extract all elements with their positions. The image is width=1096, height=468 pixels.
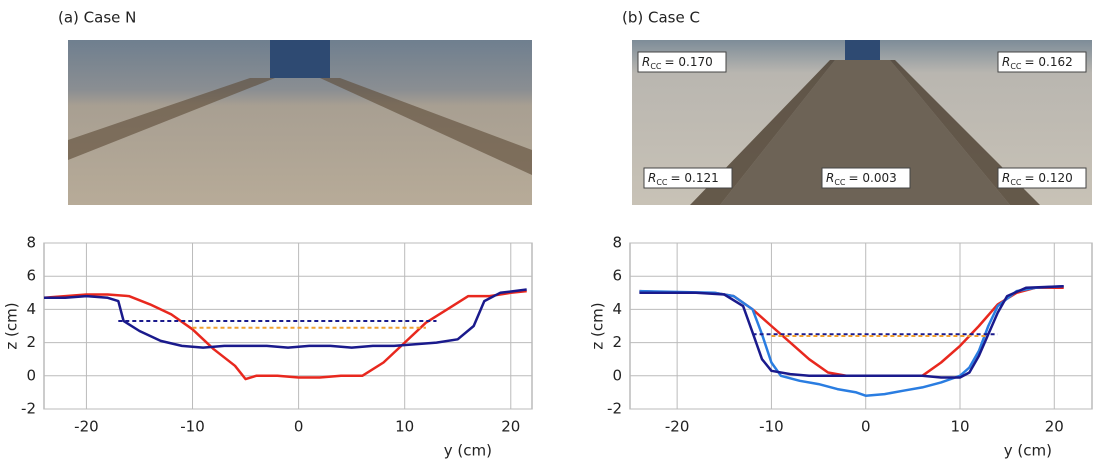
annotation-subscript: CC	[1010, 178, 1022, 187]
annotation-symbol: R	[642, 55, 650, 69]
x-tick-label: 0	[294, 418, 304, 436]
x-axis-label: y (cm)	[1004, 442, 1052, 460]
y-tick-label: 0	[612, 366, 622, 384]
x-axis-label: y (cm)	[444, 442, 492, 460]
x-tick-label: 0	[861, 418, 871, 436]
series-line	[639, 286, 1064, 378]
photo-a	[68, 40, 532, 205]
annotation-subscript: CC	[1010, 62, 1022, 71]
plot-area	[43, 242, 533, 410]
series-line	[43, 289, 527, 381]
series-line	[639, 284, 1064, 397]
plot-area	[629, 242, 1093, 410]
x-tick-label: 20	[1045, 418, 1064, 436]
annotation-value: = 0.121	[671, 171, 719, 185]
annotation-value: = 0.162	[1025, 55, 1073, 69]
photo-annotation: RCC = 0.120	[997, 167, 1087, 189]
annotation-symbol: R	[826, 171, 834, 185]
y-tick-label: 4	[26, 300, 36, 318]
x-tick-label: -10	[759, 418, 784, 436]
annotation-value: = 0.170	[665, 55, 713, 69]
annotation-text: RCC = 0.120	[1002, 171, 1073, 187]
annotation-subscript: CC	[834, 178, 846, 187]
annotation-text: RCC = 0.162	[1002, 55, 1073, 71]
y-tick-label: 2	[612, 333, 622, 351]
x-tick-label: 20	[501, 418, 520, 436]
y-tick-label: -2	[607, 400, 622, 418]
annotation-subscript: CC	[650, 62, 662, 71]
y-tick-label: 8	[26, 234, 36, 252]
annotation-symbol: R	[648, 171, 656, 185]
annotation-box	[643, 167, 733, 189]
annotation-box	[821, 167, 911, 189]
x-tick-label: 10	[950, 418, 969, 436]
y-tick-label: 4	[612, 300, 622, 318]
photo-annotation: RCC = 0.121	[643, 167, 733, 189]
panel-title: (b) Case C	[622, 9, 700, 27]
annotation-value: = 0.120	[1025, 171, 1073, 185]
y-tick-label: 2	[26, 333, 36, 351]
annotation-symbol: R	[1002, 171, 1010, 185]
photo-annotation: RCC = 0.003	[821, 167, 911, 189]
photo-annotation: RCC = 0.162	[997, 51, 1087, 73]
annotation-box	[997, 167, 1087, 189]
annotation-box	[637, 51, 727, 73]
annotation-symbol: R	[1002, 55, 1010, 69]
photo-annotation: RCC = 0.170	[637, 51, 727, 73]
annotation-text: RCC = 0.170	[642, 55, 713, 71]
x-tick-label: -10	[180, 418, 205, 436]
annotation-text: RCC = 0.121	[648, 171, 719, 187]
y-axis-label: z (cm)	[589, 302, 607, 349]
y-axis-label: z (cm)	[3, 302, 21, 349]
panel-title: (a) Case N	[58, 9, 136, 27]
series-line	[639, 284, 1064, 379]
y-tick-label: 6	[612, 267, 622, 285]
series-line	[44, 288, 527, 349]
annotation-box	[997, 51, 1087, 73]
y-tick-label: 8	[612, 234, 622, 252]
x-tick-label: -20	[665, 418, 690, 436]
y-tick-label: 6	[26, 267, 36, 285]
annotation-subscript: CC	[656, 178, 668, 187]
annotation-text: RCC = 0.003	[826, 171, 897, 187]
x-tick-label: -20	[74, 418, 99, 436]
x-tick-label: 10	[395, 418, 414, 436]
y-tick-label: 0	[26, 366, 36, 384]
y-tick-label: -2	[21, 400, 36, 418]
annotation-value: = 0.003	[849, 171, 897, 185]
